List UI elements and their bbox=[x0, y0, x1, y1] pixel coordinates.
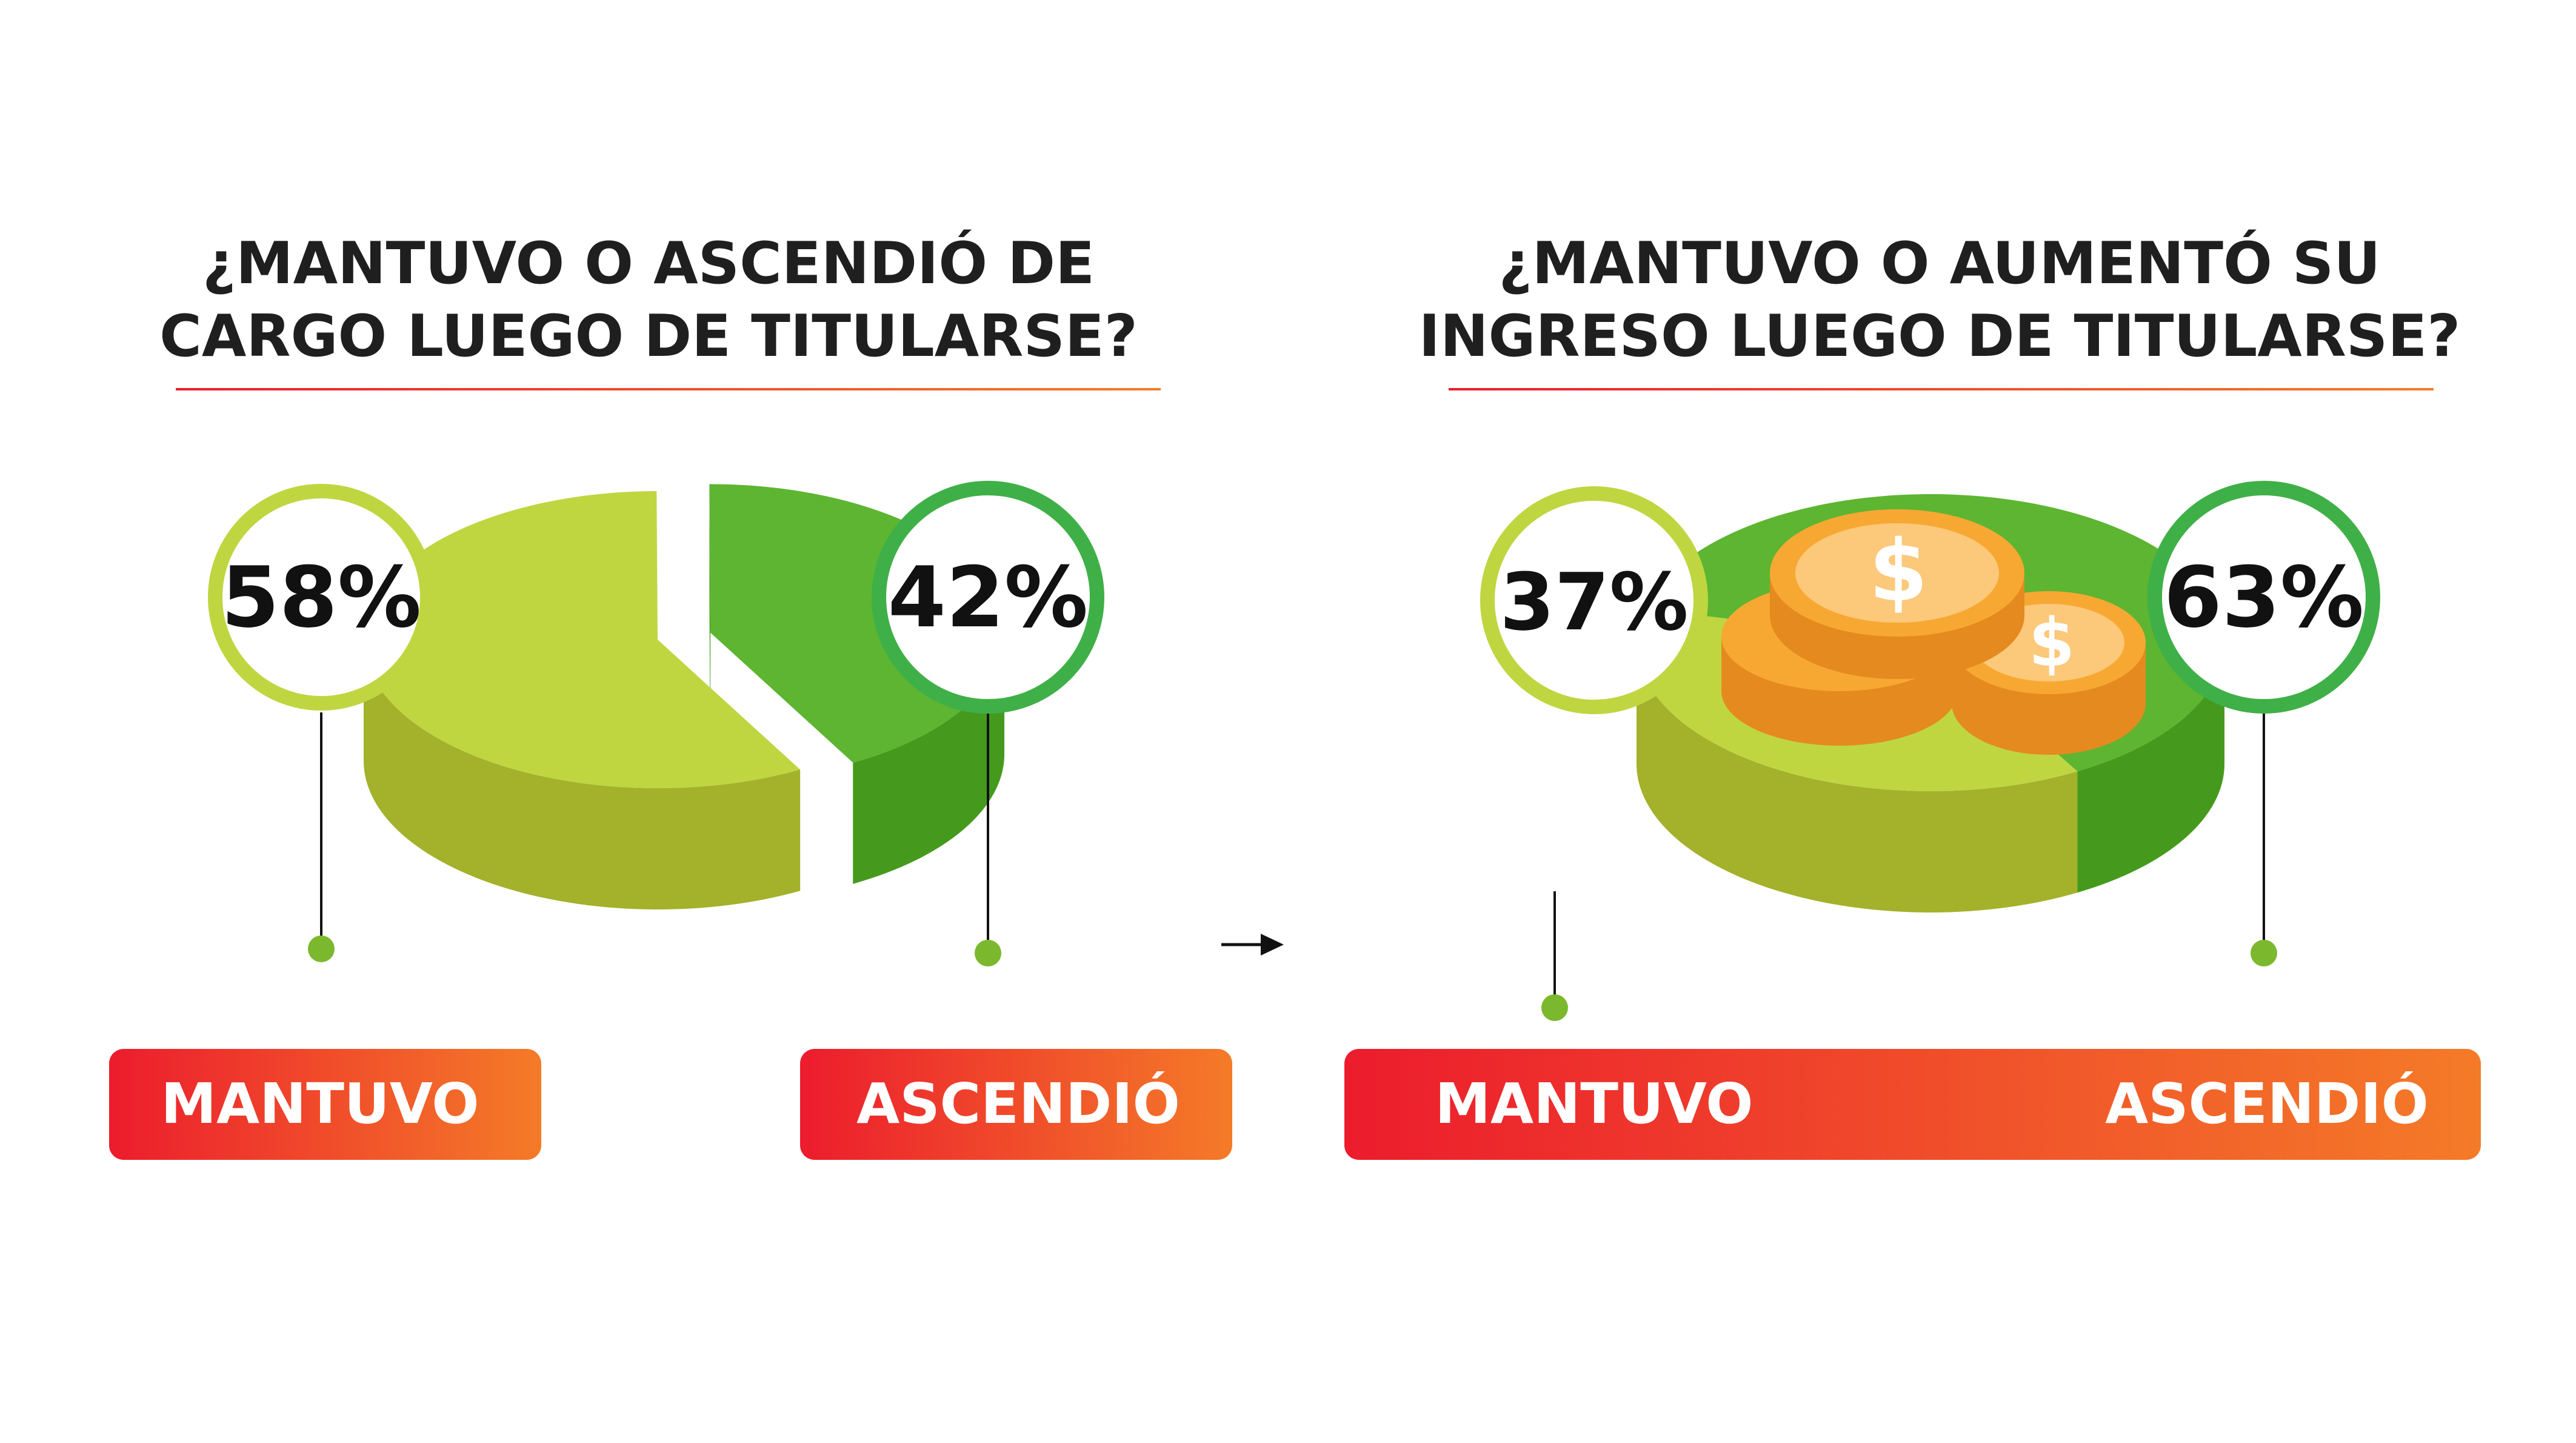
chart-1-callout-mantuvo: 58% bbox=[208, 484, 435, 962]
chart-1-category-mantuvo: MANTUVO bbox=[109, 1049, 541, 1160]
chart-1-title-line-2: CARGO LUEGO DE TITULARSE? bbox=[159, 303, 1138, 370]
coin-stack-right: $ bbox=[1952, 591, 2146, 755]
chart-1-slice-0-side bbox=[364, 640, 801, 909]
chart-2: ¿MANTUVO O AUMENTÓ SU INGRESO LUEGO DE T… bbox=[1344, 230, 2481, 1160]
chart-1: ¿MANTUVO O ASCENDIÓ DE CARGO LUEGO DE TI… bbox=[109, 230, 1232, 1160]
chart-2-slice-0-side bbox=[1637, 643, 2078, 912]
chart-1-dot-ascendio bbox=[975, 940, 1001, 966]
chart-2-category-bar: MANTUVO ASCENDIÓ bbox=[1344, 1049, 2481, 1160]
chart-2-ring-ascendio bbox=[2147, 481, 2380, 714]
chart-1-category-mantuvo-label: MANTUVO bbox=[161, 1071, 479, 1136]
chart-2-title-underline bbox=[1449, 388, 2434, 390]
chart-1-title-line-1: ¿MANTUVO O ASCENDIÓ DE bbox=[202, 230, 1095, 297]
dollar-coins-icon: $ $ bbox=[1721, 509, 2146, 755]
chart-2-category-ascendio-label: ASCENDIÓ bbox=[2105, 1070, 2429, 1136]
chart-1-category-mantuvo-bg bbox=[109, 1049, 541, 1160]
chart-1-dot-mantuvo bbox=[308, 936, 335, 962]
chart-1-value-mantuvo: 58% bbox=[221, 549, 421, 646]
chart-2-callout-ascendio: 63% bbox=[2147, 481, 2380, 966]
chart-2-dot-ascendio bbox=[2251, 940, 2277, 966]
chart-2-category-bar-bg bbox=[1344, 1049, 2481, 1160]
chart-1-category-ascendio-label: ASCENDIÓ bbox=[856, 1070, 1180, 1136]
chart-1-title-underline bbox=[176, 388, 1161, 390]
chart-2-dot-mantuvo bbox=[1541, 994, 1568, 1021]
chart-2-value-mantuvo: 37% bbox=[1500, 556, 1688, 648]
svg-text:$: $ bbox=[1869, 522, 1927, 621]
chart-1-ring-mantuvo bbox=[208, 484, 435, 711]
chart-1-slice-0 bbox=[364, 491, 801, 788]
chart-2-callout-mantuvo: 37% bbox=[1480, 486, 1708, 1021]
chart-1-slice-1-side bbox=[853, 632, 1005, 884]
chart-1-category-ascendio-bg bbox=[800, 1049, 1232, 1160]
chart-2-value-ascendio: 63% bbox=[2164, 549, 2364, 646]
chart-1-ring-ascendio bbox=[872, 481, 1104, 714]
chart-2-ring-mantuvo bbox=[1480, 486, 1708, 714]
chart-2-title-line-1: ¿MANTUVO O AUMENTÓ SU bbox=[1498, 230, 2380, 297]
chart-2-slice-1-side bbox=[2077, 643, 2224, 893]
chart-1-category-ascendio: ASCENDIÓ bbox=[800, 1049, 1232, 1160]
chart-1-callout-ascendio: 42% bbox=[872, 481, 1104, 966]
chart-1-value-ascendio: 42% bbox=[888, 549, 1088, 646]
chart-2-category-mantuvo-label: MANTUVO bbox=[1435, 1071, 1753, 1136]
arrow-icon bbox=[1221, 934, 1284, 956]
coin-top: $ bbox=[1770, 509, 2024, 679]
chart-1-slice-1-cut bbox=[709, 484, 711, 754]
chart-2-title-line-2: INGRESO LUEGO DE TITULARSE? bbox=[1419, 303, 2461, 370]
svg-text:$: $ bbox=[2029, 604, 2075, 681]
